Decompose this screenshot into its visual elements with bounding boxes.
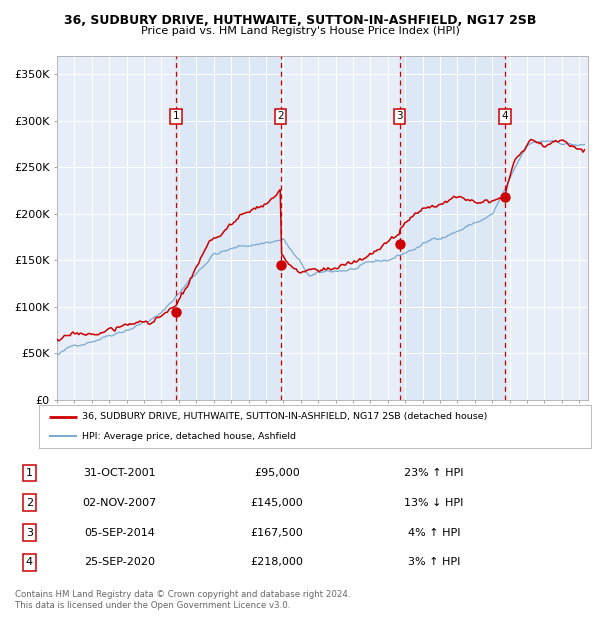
Text: £167,500: £167,500 [250,528,303,538]
Text: £145,000: £145,000 [250,498,303,508]
Text: Price paid vs. HM Land Registry's House Price Index (HPI): Price paid vs. HM Land Registry's House … [140,26,460,36]
Bar [176,56,281,400]
Text: 3: 3 [26,528,33,538]
Text: 3% ↑ HPI: 3% ↑ HPI [407,557,460,567]
Text: 25-SEP-2020: 25-SEP-2020 [84,557,155,567]
Text: HPI: Average price, detached house, Ashfield: HPI: Average price, detached house, Ashf… [82,432,296,441]
Text: 2: 2 [277,111,284,122]
Bar [400,56,505,400]
Text: 2: 2 [26,498,33,508]
Text: Contains HM Land Registry data © Crown copyright and database right 2024.: Contains HM Land Registry data © Crown c… [15,590,350,600]
Text: £95,000: £95,000 [254,467,299,477]
Text: 36, SUDBURY DRIVE, HUTHWAITE, SUTTON-IN-ASHFIELD, NG17 2SB (detached house): 36, SUDBURY DRIVE, HUTHWAITE, SUTTON-IN-… [82,412,487,422]
Text: 02-NOV-2007: 02-NOV-2007 [82,498,157,508]
Text: 4: 4 [502,111,508,122]
Text: 31-OCT-2001: 31-OCT-2001 [83,467,156,477]
Text: £218,000: £218,000 [250,557,303,567]
Text: 05-SEP-2014: 05-SEP-2014 [84,528,155,538]
Text: 36, SUDBURY DRIVE, HUTHWAITE, SUTTON-IN-ASHFIELD, NG17 2SB: 36, SUDBURY DRIVE, HUTHWAITE, SUTTON-IN-… [64,14,536,27]
Text: 4% ↑ HPI: 4% ↑ HPI [407,528,460,538]
Text: 23% ↑ HPI: 23% ↑ HPI [404,467,464,477]
Text: 3: 3 [397,111,403,122]
Text: 1: 1 [26,467,33,477]
Text: 1: 1 [173,111,179,122]
Text: 4: 4 [26,557,33,567]
Text: 13% ↓ HPI: 13% ↓ HPI [404,498,464,508]
Text: This data is licensed under the Open Government Licence v3.0.: This data is licensed under the Open Gov… [15,601,290,611]
